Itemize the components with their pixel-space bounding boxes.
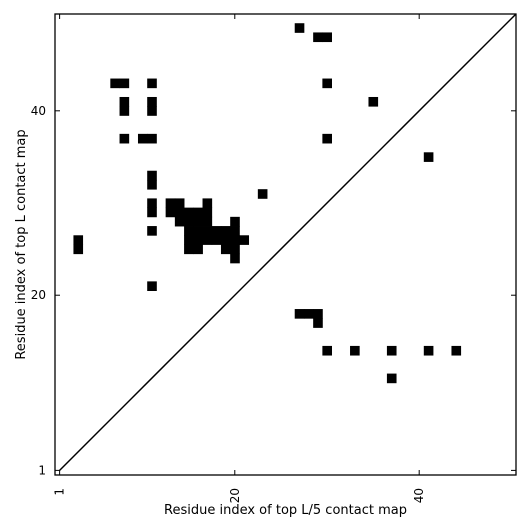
- contact-cell-upper: [257, 189, 268, 199]
- contact-cell-upper: [322, 78, 332, 89]
- x-tick-label: 20: [228, 488, 242, 503]
- contact-cell-upper: [313, 32, 323, 43]
- contact-cell-upper: [230, 226, 240, 236]
- contact-cell-upper: [202, 216, 213, 227]
- contact-cell-lower: [386, 345, 397, 356]
- contact-cell-upper: [202, 235, 213, 245]
- y-axis-title: Residue index of top L contact map: [14, 129, 29, 359]
- contact-cell-upper: [165, 207, 176, 218]
- contact-cell-upper: [147, 207, 157, 218]
- plot-frame: [54, 13, 517, 476]
- contact-cell-upper: [184, 235, 194, 245]
- contact-cell-upper: [193, 207, 203, 218]
- contact-cells: [73, 23, 462, 384]
- contact-cell-upper: [165, 198, 176, 209]
- contact-cell-lower: [313, 309, 323, 319]
- contact-cell-lower: [294, 309, 305, 319]
- contact-cell-upper: [174, 216, 185, 227]
- contact-cell-lower: [313, 318, 323, 328]
- y-tick-label: 1: [38, 463, 46, 477]
- contact-cell-upper: [322, 133, 332, 144]
- contact-cell-upper: [110, 78, 120, 89]
- contact-cell-upper: [230, 235, 240, 245]
- contact-cell-upper: [73, 235, 84, 245]
- contact-cell-upper: [147, 226, 157, 236]
- contact-cell-lower: [350, 345, 360, 356]
- contact-cell-lower: [303, 309, 314, 319]
- contact-cell-upper: [184, 216, 194, 227]
- contact-cell-upper: [230, 216, 240, 227]
- contact-cell-lower: [322, 345, 332, 356]
- contact-cell-lower: [386, 373, 397, 384]
- contact-cell-upper: [220, 226, 231, 236]
- contact-cell-upper: [137, 133, 148, 144]
- contact-cell-upper: [73, 244, 84, 255]
- contact-cell-upper: [184, 207, 194, 218]
- diagonal-line: [59, 13, 517, 471]
- contact-cell-upper: [193, 244, 203, 255]
- contact-cell-upper: [119, 96, 130, 107]
- contact-cell-upper: [220, 244, 231, 255]
- contact-cell-upper: [202, 198, 213, 209]
- contact-cell-upper: [147, 133, 157, 144]
- contact-cell-upper: [184, 244, 194, 255]
- axis-ticks: 1 20 40 1 20 40: [31, 14, 516, 503]
- contact-cell-upper: [193, 226, 203, 236]
- contact-cell-upper: [193, 235, 203, 245]
- contact-cell-upper: [193, 216, 203, 227]
- contact-cell-upper: [184, 226, 194, 236]
- contact-cell-upper: [230, 253, 240, 264]
- contact-cell-upper: [119, 106, 130, 116]
- contact-cell-upper: [230, 244, 240, 255]
- contact-cell-upper: [147, 96, 157, 107]
- contact-cell-upper: [239, 235, 250, 245]
- contact-cell-upper: [147, 198, 157, 209]
- contact-cell-lower: [451, 345, 462, 356]
- x-tick-label: 1: [53, 488, 67, 496]
- contact-cell-lower: [423, 345, 434, 356]
- contact-cell-upper: [147, 179, 157, 190]
- y-tick-label: 40: [31, 104, 46, 118]
- contact-cell-upper: [147, 78, 157, 89]
- contact-cell-upper: [174, 198, 185, 209]
- contact-cell-upper: [368, 96, 379, 107]
- y-tick-label: 20: [31, 288, 46, 302]
- contact-cell-upper: [119, 78, 130, 89]
- contact-cell-upper: [202, 226, 213, 236]
- contact-cell-upper: [322, 32, 332, 43]
- contact-cell-upper: [174, 207, 185, 218]
- x-axis-title: Residue index of top L/5 contact map: [164, 503, 407, 518]
- contact-cell-upper: [147, 106, 157, 116]
- contact-cell-upper: [119, 133, 130, 144]
- contact-cell-upper: [294, 23, 305, 33]
- contact-cell-upper: [147, 170, 157, 181]
- contact-cell-upper: [220, 235, 231, 245]
- contact-cell-upper: [211, 226, 222, 236]
- contact-cell-upper: [147, 281, 157, 291]
- contact-cell-upper: [423, 152, 434, 162]
- x-tick-label: 40: [412, 488, 426, 503]
- contact-cell-upper: [211, 235, 222, 245]
- contact-cell-upper: [202, 207, 213, 218]
